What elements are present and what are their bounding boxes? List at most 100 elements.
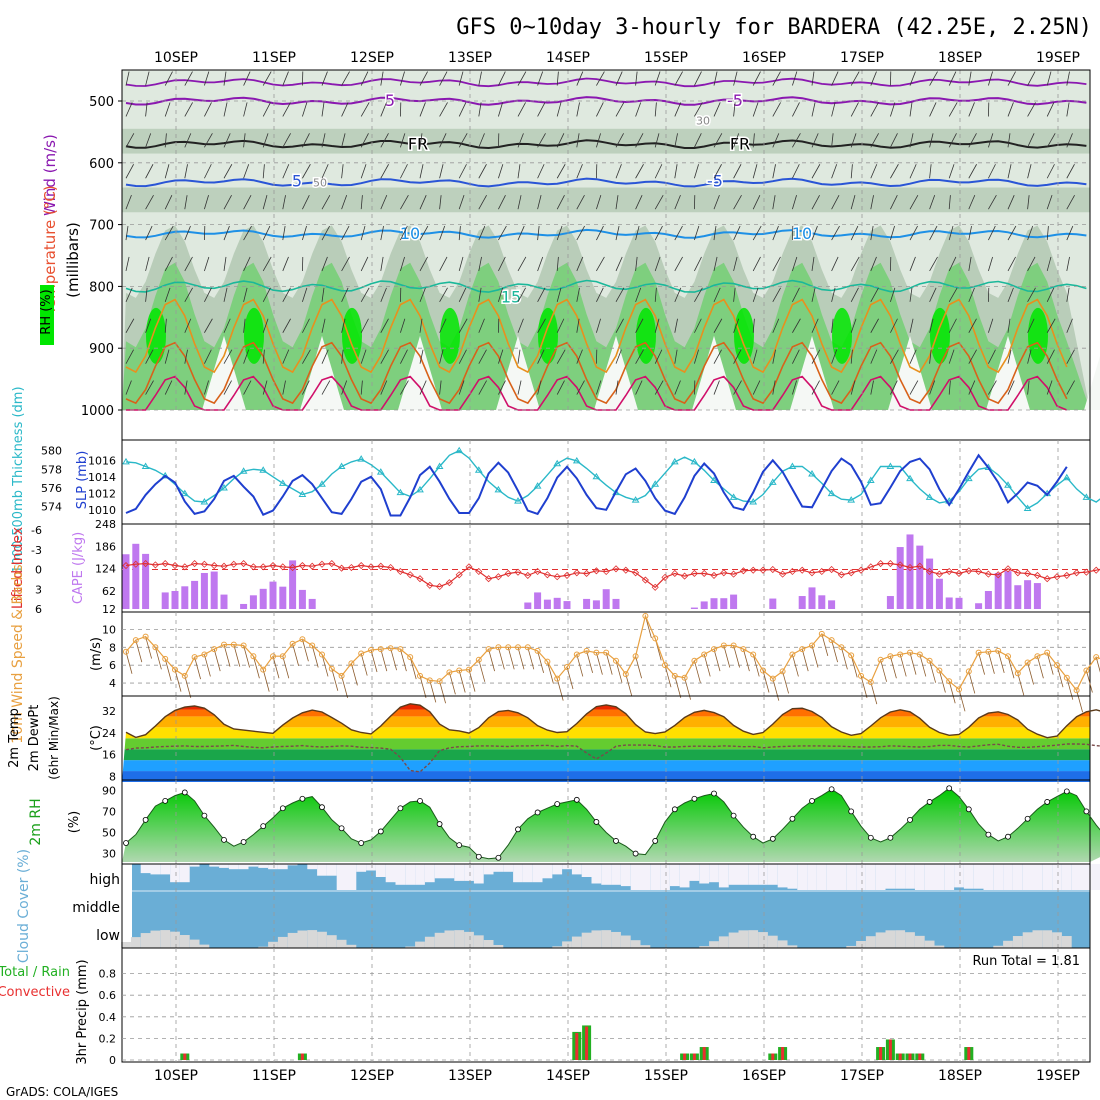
wind-barb: [968, 287, 975, 303]
wind-barb: [988, 133, 994, 148]
wind-speed-marker: [387, 645, 394, 652]
wind-barb-10m: [155, 647, 162, 670]
wind-barb: [439, 256, 448, 272]
precip-panel-frame: [121, 947, 1091, 1063]
wind-speed-marker: [877, 656, 884, 663]
lifted-index-marker: [230, 560, 238, 568]
wind-speed-marker: [1024, 659, 1031, 666]
thickness-marker: [1023, 504, 1032, 512]
thickness-marker: [749, 498, 758, 505]
wind-barb: [576, 349, 583, 364]
lifted-index-marker: [504, 569, 512, 578]
wind-barb: [360, 318, 369, 333]
wind-barb: [419, 287, 426, 302]
wind-barb: [478, 71, 482, 86]
wind-barb: [341, 318, 346, 333]
wind-barb: [576, 102, 580, 117]
wind-barb: [694, 256, 702, 272]
wind-barb: [772, 256, 781, 272]
lifted-index-marker: [485, 575, 493, 583]
contour-label: 5: [385, 91, 395, 110]
wind-barb-10m: [997, 650, 1005, 673]
thickness-marker: [122, 457, 130, 465]
wind-barb: [400, 133, 406, 148]
thickness-marker: [808, 470, 816, 477]
temp-band: [122, 716, 1090, 728]
wind-barb-10m: [272, 656, 280, 679]
thickness-marker: [298, 490, 307, 498]
wind-barb: [850, 164, 853, 179]
wind-barb: [478, 318, 485, 333]
lifted-index-marker: [1024, 569, 1032, 578]
cape-bar: [191, 580, 199, 609]
rh-marker: [1044, 799, 1051, 805]
wind-barb: [556, 133, 565, 148]
cape-bar: [720, 598, 728, 609]
wind-barb: [243, 133, 246, 148]
low-cloud-gap: [905, 932, 915, 948]
pressure-tick-label: 900: [89, 342, 114, 357]
wind-barb: [458, 287, 467, 303]
rh-marker: [299, 795, 306, 802]
wind-barb: [498, 71, 506, 86]
low-cloud-gap: [738, 930, 749, 948]
wind-barb: [164, 349, 170, 364]
wind-barb: [576, 318, 580, 333]
thickness-marker: [592, 472, 601, 480]
low-cloud-gap: [640, 945, 651, 948]
wind-barb: [439, 102, 448, 117]
wind-speed-marker: [554, 675, 561, 682]
wind-barb: [184, 195, 188, 210]
low-cloud-gap: [1032, 930, 1043, 948]
wind-barb: [1027, 133, 1035, 148]
wind-barb: [1007, 71, 1016, 86]
rh-dry-gap: [398, 335, 442, 410]
wind-barb: [596, 380, 602, 395]
wind-speed-marker: [417, 672, 423, 679]
wind-barb: [674, 287, 682, 303]
high-cloud-gap: [268, 864, 278, 870]
wind-barb: [948, 318, 957, 333]
wind-barb: [302, 164, 311, 179]
high-cloud-gap: [336, 864, 347, 890]
wind-speed-marker: [956, 686, 962, 693]
slp-tick: 1012: [88, 487, 116, 500]
wind-barb: [870, 164, 878, 179]
wind-barb: [164, 256, 173, 272]
thickness-marker: [1004, 481, 1012, 488]
lifted-index-marker: [455, 571, 463, 579]
low-cloud-gap: [581, 932, 592, 948]
wind-speed-marker: [769, 675, 776, 682]
wind-barb: [184, 380, 188, 395]
wind-barb: [125, 287, 133, 303]
li-tick: -3: [31, 544, 42, 557]
rh-marker: [769, 835, 776, 842]
wind-barb: [439, 195, 442, 210]
wind-barb-10m: [145, 636, 152, 659]
wind-barb: [850, 318, 857, 333]
wind-barb: [792, 349, 800, 364]
thickness-tick: 574: [41, 501, 62, 514]
lifted-index-marker: [269, 561, 277, 570]
wind-speed-marker: [573, 651, 580, 658]
wind-barb: [380, 318, 389, 333]
wind-barb: [321, 256, 328, 272]
wind-barb: [752, 256, 761, 272]
temp-fill-group: [122, 703, 1090, 782]
wind-barb: [890, 380, 898, 395]
wind-barb: [145, 318, 152, 333]
wind-speed-marker: [730, 642, 737, 649]
wind-speed-marker: [544, 658, 551, 665]
wind-speed-marker: [495, 644, 502, 651]
cape-bar: [171, 590, 179, 609]
high-cloud-gap: [895, 864, 906, 889]
cape-bar: [132, 543, 140, 609]
rh-tick: 30: [102, 848, 116, 861]
lifted-index-marker: [906, 563, 914, 572]
lifted-index-marker: [1043, 575, 1051, 583]
high-cloud-gap: [1003, 864, 1013, 890]
wind-barb: [694, 102, 703, 117]
low-cloud-gap: [728, 932, 739, 948]
temperature-line: [125, 703, 1100, 739]
high-cloud-gap: [415, 864, 425, 885]
